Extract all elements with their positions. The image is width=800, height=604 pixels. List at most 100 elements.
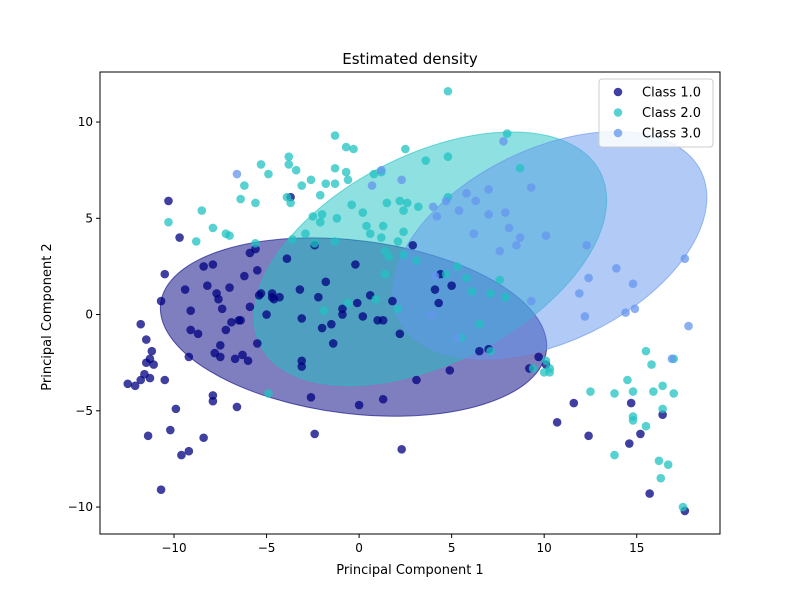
data-point-class-2 (310, 239, 319, 248)
data-point-class-1 (475, 346, 484, 356)
data-point-class-2 (378, 221, 388, 231)
data-point-class-2 (586, 387, 595, 396)
data-point-class-3 (512, 240, 521, 250)
data-point-class-3 (526, 183, 536, 192)
data-point-class-3 (628, 279, 638, 289)
data-point-class-2 (256, 160, 266, 169)
data-point-class-2 (467, 287, 477, 296)
data-point-class-1 (166, 425, 175, 435)
legend-marker-class-1 (613, 87, 623, 97)
data-point-class-1 (164, 196, 173, 206)
data-point-class-2 (191, 237, 201, 246)
data-point-class-1 (584, 431, 593, 441)
data-point-class-2 (308, 212, 318, 221)
data-point-class-1 (569, 398, 579, 408)
y-axis-ticks: −10 −5 0 5 10 (68, 115, 100, 514)
data-point-class-2 (628, 387, 638, 396)
data-point-class-3 (667, 354, 677, 364)
data-point-class-1 (186, 325, 195, 335)
data-point-class-2 (610, 450, 619, 460)
x-tick-label: 0 (355, 541, 363, 555)
data-point-class-1 (238, 350, 247, 360)
x-axis-label: Principal Component 1 (336, 563, 483, 578)
data-point-class-2 (401, 144, 410, 154)
data-point-class-2 (382, 198, 392, 208)
data-point-class-3 (499, 137, 508, 146)
data-point-class-2 (315, 190, 325, 200)
data-point-class-2 (658, 381, 667, 391)
data-point-class-1 (297, 362, 307, 371)
data-point-class-1 (208, 396, 218, 406)
data-point-class-3 (428, 202, 438, 212)
y-tick-label: −5 (75, 404, 93, 418)
data-point-class-1 (245, 302, 255, 312)
data-point-class-1 (243, 356, 253, 366)
data-point-class-3 (484, 185, 493, 194)
data-point-class-1 (358, 312, 368, 321)
data-point-class-1 (236, 316, 245, 325)
data-point-class-2 (501, 292, 510, 302)
data-point-class-2 (656, 473, 666, 483)
data-point-class-1 (445, 366, 455, 375)
data-point-class-3 (501, 208, 510, 217)
data-point-class-1 (175, 233, 184, 242)
data-point-class-1 (184, 446, 194, 456)
data-point-class-2 (443, 86, 453, 96)
data-point-class-3 (526, 296, 536, 306)
data-point-class-2 (358, 208, 368, 217)
data-point-class-3 (580, 312, 590, 321)
data-point-class-1 (412, 375, 421, 385)
data-point-class-2 (362, 221, 371, 231)
x-tick-label: 5 (448, 541, 456, 555)
data-point-class-2 (412, 256, 421, 265)
data-point-class-2 (443, 152, 453, 161)
legend: Class 1.0 Class 2.0 Class 3.0 (598, 78, 714, 148)
data-point-class-1 (310, 429, 319, 439)
data-point-class-2 (641, 421, 651, 431)
y-tick-label: −10 (68, 500, 93, 514)
data-point-class-2 (291, 165, 301, 175)
data-point-class-2 (321, 179, 331, 188)
data-point-class-3 (541, 231, 551, 240)
data-point-class-2 (297, 181, 307, 190)
data-point-class-1 (378, 316, 388, 325)
data-point-class-2 (330, 131, 340, 140)
data-point-class-3 (680, 254, 690, 264)
data-point-class-2 (377, 233, 386, 242)
data-point-class-3 (430, 271, 440, 281)
data-point-class-1 (275, 292, 284, 302)
data-point-class-3 (441, 196, 451, 206)
data-point-class-1 (267, 292, 277, 302)
data-point-class-2 (341, 167, 351, 177)
data-point-class-1 (199, 262, 208, 271)
legend-box (598, 78, 714, 148)
data-point-class-1 (306, 393, 316, 402)
data-point-class-1 (136, 319, 146, 329)
data-point-class-1 (338, 304, 347, 314)
data-point-class-2 (495, 275, 505, 285)
data-point-class-1 (408, 240, 418, 250)
data-point-class-1 (253, 339, 262, 348)
x-tick-label: −10 (161, 541, 186, 555)
data-point-class-2 (515, 163, 525, 173)
x-axis-ticks: −10 −5 0 5 10 15 (161, 534, 644, 555)
data-point-class-1 (397, 445, 406, 454)
data-point-class-3 (452, 333, 462, 342)
data-point-class-1 (156, 296, 166, 306)
data-point-class-1 (262, 310, 271, 319)
legend-label-class-1: Class 1.0 (642, 86, 701, 101)
data-point-class-1 (227, 317, 236, 327)
legend-marker-class-2 (613, 108, 623, 117)
data-point-class-2 (393, 237, 403, 246)
data-point-class-2 (264, 389, 273, 398)
data-point-class-2 (541, 356, 551, 366)
data-point-class-2 (462, 273, 471, 283)
data-point-class-2 (208, 223, 218, 233)
data-point-class-1 (186, 306, 195, 316)
data-point-class-2 (286, 198, 295, 208)
data-point-class-2 (197, 206, 207, 215)
data-point-class-3 (584, 273, 593, 283)
data-point-class-1 (321, 277, 331, 287)
data-point-class-1 (352, 298, 362, 308)
